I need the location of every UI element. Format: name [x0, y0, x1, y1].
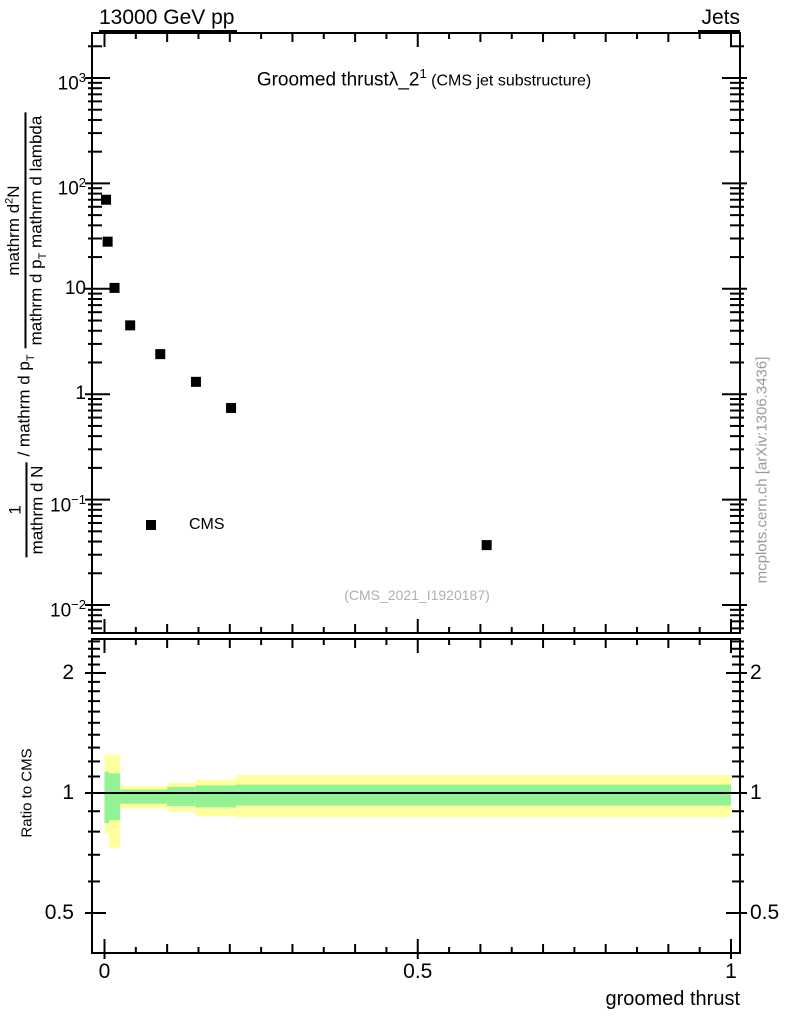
plot-title-main: Groomed thrustλ_2	[256, 69, 420, 91]
plot-title: Groomed thrustλ_21 (CMS jet substructure…	[257, 66, 591, 91]
legend-label: CMS	[189, 516, 225, 533]
collection-header: Jets	[698, 5, 740, 32]
x-axis-title: groomed thrust	[605, 988, 740, 1010]
ratio-band-green	[108, 773, 121, 821]
main-y-tick-label: 10−2	[50, 597, 86, 622]
main-y-tick-label: 10−1	[50, 491, 86, 516]
y-label-mid-sub: T	[25, 354, 38, 362]
x-tick-label: 0.5	[403, 960, 433, 983]
ratio-y-tick-label-left: 1	[62, 781, 74, 804]
y-label-frac2-den-sub: T	[36, 252, 49, 260]
ratio-y-tick-label-right: 1	[750, 781, 762, 804]
legend-marker	[146, 520, 156, 530]
data-point-marker	[190, 376, 201, 387]
y-label-frac2-denominator: mathrm d pT mathrm d lambda	[26, 113, 48, 349]
ratio-band-green	[195, 785, 237, 808]
main-panel-frame	[91, 32, 741, 634]
data-point-marker	[101, 194, 112, 205]
plot-title-superscript: 1	[419, 66, 427, 81]
ratio-y-tick-label-right: 2	[750, 660, 762, 684]
mcplots-side-note: mcplots.cern.ch [arXiv:1306.3436]	[753, 356, 771, 584]
data-point-marker	[481, 540, 492, 551]
main-y-tick-label: 1	[75, 383, 86, 405]
data-point-marker	[226, 402, 237, 413]
y-label-frac2-numerator: mathrm d2N	[3, 112, 27, 349]
data-point-marker	[125, 320, 136, 331]
main-y-tick-label: 102	[57, 175, 86, 200]
main-y-tick-label: 10	[64, 277, 86, 299]
data-point-marker	[102, 236, 113, 247]
data-point-marker	[155, 349, 166, 360]
ratio-band-green	[120, 789, 168, 804]
main-y-tick-label: 103	[57, 70, 86, 95]
y-label-frac2-num-a: mathrm d	[4, 203, 24, 276]
watermark: (CMS_2021_I1920187)	[344, 587, 490, 603]
ratio-panel-frame	[91, 638, 741, 954]
y-label-middle: / mathrm d pT	[15, 354, 37, 456]
ratio-y-tick-label-right: 0.5	[750, 901, 780, 925]
ratio-band-green	[104, 771, 109, 824]
ratio-y-tick-label-left: 2	[62, 660, 74, 684]
ratio-y-tick-label-left: 0.5	[44, 901, 74, 925]
x-tick-label: 0	[98, 960, 111, 983]
y-label-mid-text: / mathrm d p	[14, 361, 34, 457]
plot-title-note: (CMS jet substructure)	[426, 72, 592, 90]
beam-energy-header: 13000 GeV pp	[99, 5, 238, 32]
data-point-marker	[109, 282, 120, 293]
y-label-fraction-2: mathrm d2N mathrm d pT mathrm d lambda	[3, 112, 49, 349]
x-tick-label: 1	[725, 960, 737, 983]
ratio-band-green	[167, 787, 196, 806]
y-label-frac2-den-a: mathrm d p	[26, 259, 46, 346]
ratio-band-green	[236, 784, 731, 806]
